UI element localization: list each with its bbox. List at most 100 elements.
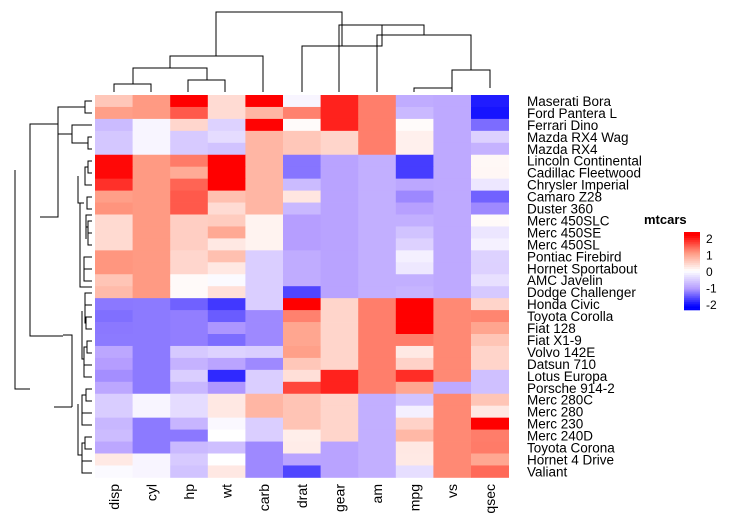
row-label: Honda Civic — [527, 297, 600, 312]
row-label: Mazda RX4 Wag — [527, 130, 629, 145]
heatmap-cell — [170, 166, 209, 180]
heatmap-cell — [433, 286, 472, 299]
heatmap-cell — [170, 393, 209, 407]
heatmap-cell — [358, 298, 397, 311]
row-label: AMC Javelin — [527, 273, 603, 288]
heatmap-cell — [245, 238, 284, 251]
heatmap-cell — [395, 453, 434, 466]
legend-gradient-step — [684, 253, 700, 256]
heatmap-cell — [433, 334, 472, 347]
heatmap-cell — [132, 286, 171, 299]
legend-gradient-step — [684, 302, 700, 305]
heatmap-cell — [433, 118, 472, 132]
heatmap-cell — [207, 369, 246, 383]
heatmap-cell — [433, 262, 472, 275]
heatmap-cell — [471, 453, 509, 466]
heatmap-cell — [207, 322, 246, 335]
heatmap-cell — [320, 393, 359, 407]
heatmap-cell — [95, 334, 133, 347]
legend-gradient-step — [684, 259, 700, 262]
heatmap-cell — [95, 262, 133, 275]
legend-gradient-step — [684, 298, 700, 301]
legend-gradient-step — [684, 308, 700, 311]
heatmap-cell — [471, 262, 509, 275]
heatmap-cell — [245, 453, 284, 466]
heatmap-cell — [95, 154, 133, 168]
heatmap-cell — [433, 405, 472, 419]
heatmap-cell — [395, 429, 434, 442]
heatmap-cell — [207, 154, 246, 168]
heatmap-cell — [95, 405, 133, 419]
heatmap-cell — [132, 345, 171, 359]
heatmap-cell — [471, 286, 509, 299]
legend-tick-label: -2 — [706, 298, 717, 312]
heatmap-cell — [433, 95, 472, 108]
legend-tick-labels: 2 1 0 -1 -2 — [706, 232, 717, 312]
heatmap-cell — [358, 118, 397, 132]
heatmap-cell — [207, 453, 246, 466]
heatmap-cell — [245, 262, 284, 275]
heatmap-cell — [320, 166, 359, 180]
heatmap-cell — [358, 190, 397, 203]
heatmap-cell — [132, 334, 171, 347]
heatmap-cell — [395, 262, 434, 275]
legend-title: mtcars — [644, 212, 687, 227]
heatmap-cell — [95, 95, 133, 108]
heatmap-cell — [433, 238, 472, 251]
heatmap-cell — [358, 286, 397, 299]
heatmap-cell — [283, 393, 321, 407]
heatmap-cell — [132, 226, 171, 239]
legend-tick-label: -1 — [706, 282, 717, 296]
heatmap-cell — [320, 417, 359, 430]
heatmap-cell — [170, 429, 209, 442]
heatmap-cell — [132, 441, 171, 454]
legend-gradient-step — [684, 269, 700, 272]
legend-tick-label: 2 — [706, 232, 713, 246]
heatmap-cell — [207, 190, 246, 203]
heatmap-cell — [471, 202, 509, 215]
legend-gradient-step — [684, 245, 700, 248]
heatmap-cell — [358, 393, 397, 407]
heatmap-cell — [170, 441, 209, 454]
heatmap-cell — [395, 298, 434, 311]
heatmap-cell — [395, 322, 434, 335]
column-label: mpg — [407, 484, 423, 511]
heatmap-cell — [320, 322, 359, 335]
heatmap-cell — [395, 369, 434, 383]
heatmap-cell — [170, 417, 209, 430]
heatmap-cell — [433, 465, 472, 478]
heatmap-cell — [358, 357, 397, 371]
column-label: am — [369, 484, 385, 503]
heatmap-cell — [170, 453, 209, 466]
heatmap-cell — [433, 178, 472, 191]
heatmap-cell — [320, 441, 359, 454]
row-label: Hornet Sportabout — [527, 261, 638, 276]
heatmap-cell — [320, 118, 359, 132]
heatmap-cell — [283, 429, 321, 442]
heatmap-cell — [207, 357, 246, 371]
heatmap-cell — [170, 142, 209, 156]
heatmap-cell — [358, 130, 397, 144]
heatmap-cell — [320, 405, 359, 419]
heatmap-cell — [433, 190, 472, 203]
row-label: Fiat 128 — [527, 321, 576, 336]
heatmap-cell — [358, 345, 397, 359]
heatmap-cell — [170, 405, 209, 419]
heatmap-cell — [433, 202, 472, 215]
heatmap-cell — [395, 238, 434, 251]
heatmap-cell — [395, 226, 434, 239]
heatmap-cell — [471, 310, 509, 323]
heatmap-cell — [245, 130, 284, 144]
heatmap-cell — [320, 190, 359, 203]
heatmap-cell — [283, 95, 321, 108]
heatmap-cell — [170, 130, 209, 144]
heatmap-cell — [132, 166, 171, 180]
heatmap-cell — [358, 226, 397, 239]
heatmap-cell — [207, 214, 246, 227]
legend-gradient-step — [684, 247, 700, 250]
heatmap-cell — [207, 142, 246, 156]
heatmap-cell — [283, 190, 321, 203]
heatmap-cell — [433, 130, 472, 144]
column-label: gear — [331, 484, 347, 512]
heatmap-cell — [245, 226, 284, 239]
